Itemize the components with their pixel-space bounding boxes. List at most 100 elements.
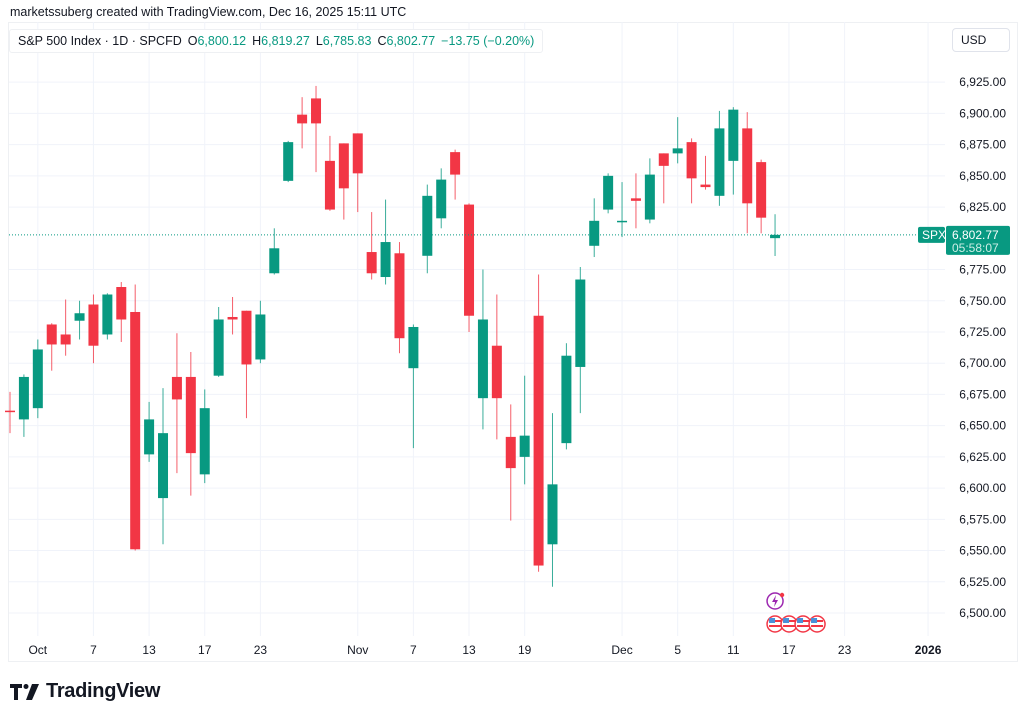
bar-countdown: 05:58:07 xyxy=(952,241,999,255)
candle[interactable] xyxy=(255,300,266,364)
candle-body xyxy=(18,376,29,420)
candle-body xyxy=(60,334,71,345)
y-tick-label: 6,825.00 xyxy=(959,200,1006,214)
currency-button[interactable]: USD xyxy=(952,28,1010,52)
candle[interactable] xyxy=(464,203,475,332)
candle[interactable] xyxy=(505,404,516,521)
y-tick-label: 6,925.00 xyxy=(959,75,1006,89)
candle[interactable] xyxy=(158,388,169,545)
candle[interactable] xyxy=(380,199,391,285)
price-axis: 6,500.00 6,525.00 6,550.00 6,575.00 6,600.00… xyxy=(959,75,1006,620)
candle[interactable] xyxy=(547,413,558,587)
candle[interactable] xyxy=(756,159,767,234)
candle[interactable] xyxy=(227,297,238,335)
lightning-icon[interactable] xyxy=(766,592,785,610)
candle[interactable] xyxy=(714,110,725,206)
candle-body xyxy=(505,436,516,469)
x-tick-label: 11 xyxy=(727,643,740,657)
symbol-tag xyxy=(918,226,945,243)
candle[interactable] xyxy=(74,300,85,340)
candle-body xyxy=(422,195,433,256)
y-tick-label: 6,775.00 xyxy=(959,263,1006,277)
candle-body xyxy=(102,294,113,335)
candle-body xyxy=(700,184,711,188)
candle-body xyxy=(519,435,530,457)
candle[interactable] xyxy=(436,168,447,229)
candle[interactable] xyxy=(700,155,711,190)
candles xyxy=(5,85,781,587)
candle[interactable] xyxy=(575,267,586,414)
candle-body xyxy=(366,252,377,274)
candle[interactable] xyxy=(394,242,405,354)
open-label: O xyxy=(187,34,198,48)
candle-body xyxy=(352,133,363,174)
candle[interactable] xyxy=(352,133,363,213)
candle[interactable] xyxy=(116,282,127,342)
candle-body xyxy=(171,376,182,400)
candle-body xyxy=(533,315,544,566)
candle[interactable] xyxy=(617,182,628,238)
candle[interactable] xyxy=(644,158,655,224)
candle[interactable] xyxy=(88,294,99,364)
candle-body xyxy=(408,326,419,369)
candle[interactable] xyxy=(144,401,155,462)
candle[interactable] xyxy=(672,117,683,164)
candle[interactable] xyxy=(533,274,544,572)
candle[interactable] xyxy=(311,85,322,173)
candle[interactable] xyxy=(269,228,280,275)
candle[interactable] xyxy=(770,214,781,256)
candle[interactable] xyxy=(561,343,572,450)
candle[interactable] xyxy=(32,339,43,419)
candle[interactable] xyxy=(213,306,224,377)
candle[interactable] xyxy=(519,375,530,485)
candle[interactable] xyxy=(241,310,252,419)
candle[interactable] xyxy=(199,389,210,484)
candle-body xyxy=(311,98,322,124)
candle[interactable] xyxy=(283,140,294,183)
y-tick-label: 6,850.00 xyxy=(959,169,1006,183)
candle[interactable] xyxy=(46,323,57,371)
candle-body xyxy=(617,220,628,223)
candle-body xyxy=(491,345,502,399)
candle[interactable] xyxy=(408,324,419,449)
us-flag-icon[interactable] xyxy=(794,615,812,633)
candle[interactable] xyxy=(185,351,196,496)
candle[interactable] xyxy=(630,173,641,229)
candle-body xyxy=(728,109,739,161)
low-label: L xyxy=(315,34,323,48)
candle[interactable] xyxy=(366,212,377,280)
candle[interactable] xyxy=(338,143,349,220)
candle[interactable] xyxy=(686,138,697,204)
low-value: 6,785.83 xyxy=(322,34,372,48)
candle[interactable] xyxy=(658,153,669,204)
y-tick-label: 6,575.00 xyxy=(959,512,1006,526)
candle[interactable] xyxy=(491,294,502,440)
symbol-legend: S&P 500 Index · 1D · SPCFD O6,800.12 H6,… xyxy=(9,29,544,53)
symbol-title[interactable]: S&P 500 Index · 1D · SPCFD xyxy=(18,34,182,48)
candle[interactable] xyxy=(60,299,71,356)
candle[interactable] xyxy=(130,284,141,551)
price-tag-value: 6,802.77 xyxy=(952,228,999,242)
candle[interactable] xyxy=(742,112,753,234)
candle[interactable] xyxy=(171,333,182,474)
candle[interactable] xyxy=(728,107,739,195)
candle-body xyxy=(756,162,767,218)
candle[interactable] xyxy=(5,391,15,434)
symbol-tag-text: SPX xyxy=(922,228,946,242)
candle[interactable] xyxy=(422,184,433,274)
tradingview-logo[interactable]: TradingView xyxy=(10,680,160,703)
candle-body xyxy=(477,319,488,399)
candle[interactable] xyxy=(589,198,600,258)
candle[interactable] xyxy=(18,374,29,437)
candle[interactable] xyxy=(603,173,614,214)
candle[interactable] xyxy=(477,269,488,430)
candle[interactable] xyxy=(450,149,461,200)
candle[interactable] xyxy=(324,135,335,211)
us-flag-icon[interactable] xyxy=(808,615,826,633)
candle[interactable] xyxy=(297,97,308,149)
candle-body xyxy=(199,408,210,475)
candle[interactable] xyxy=(102,293,113,340)
x-tick-label: 19 xyxy=(518,643,532,657)
tradingview-logo-icon xyxy=(10,683,39,700)
